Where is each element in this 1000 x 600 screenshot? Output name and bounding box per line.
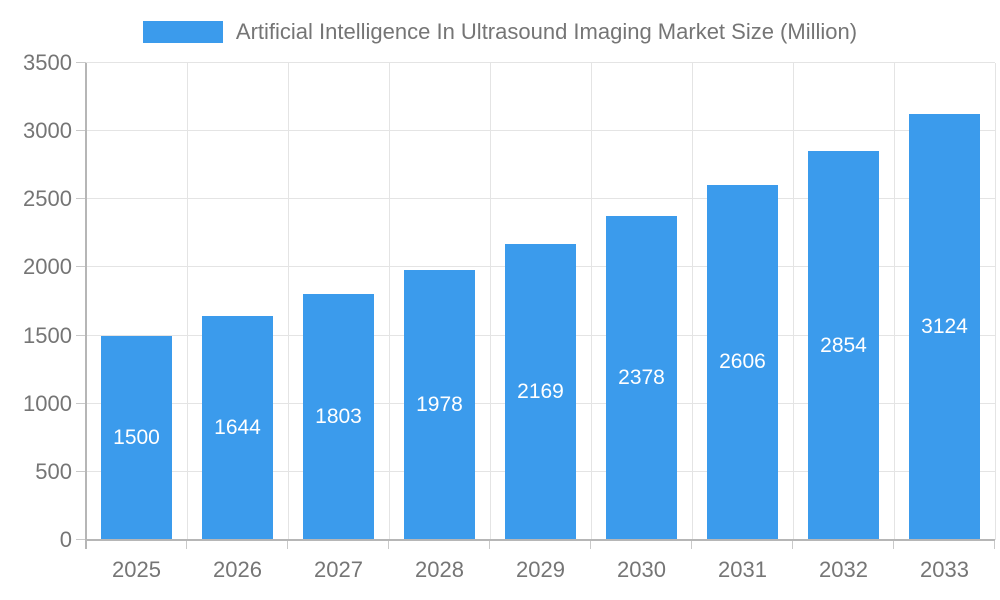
y-axis-tick: [76, 470, 86, 472]
vertical-gridline: [691, 63, 693, 540]
x-axis-tick: [488, 540, 490, 549]
y-axis-label: 1500: [23, 322, 72, 348]
legend: Artificial Intelligence In Ultrasound Im…: [0, 18, 1000, 46]
x-axis-label: 2033: [920, 557, 969, 582]
bar-slot: 1644: [187, 63, 288, 540]
x-axis-label: 2027: [314, 557, 363, 582]
vertical-gridline: [894, 63, 895, 540]
x-axis-tick: [792, 540, 793, 549]
horizontal-gridline: [86, 62, 995, 63]
plot-area: 0 500 1000 1500 2000 2500 3000 3500 1500 2025 1644…: [23, 50, 996, 582]
y-axis-tick: [76, 402, 86, 404]
y-axis-label: 2000: [23, 254, 72, 280]
y-axis-label: 500: [35, 458, 72, 484]
bar-slot: 1500: [86, 63, 187, 540]
bar-2027[interactable]: 1803: [303, 294, 374, 540]
x-axis-tick: [590, 540, 591, 549]
bar-slot: 2606: [692, 63, 793, 540]
y-axis-line: [85, 63, 87, 549]
y-axis-tick: [76, 198, 86, 200]
horizontal-gridline: [86, 198, 995, 200]
bar-value-label: 1803: [315, 405, 362, 429]
vertical-gridline: [490, 63, 491, 540]
bar-slot: 2378: [591, 63, 692, 540]
y-axis-tick: [76, 62, 86, 63]
bar-2026[interactable]: 1644: [202, 315, 273, 540]
bar-2025[interactable]: 1500: [101, 335, 172, 540]
bar-2032[interactable]: 2854: [808, 151, 879, 540]
y-axis-label: 3500: [23, 50, 72, 75]
vertical-gridline: [388, 63, 390, 540]
x-axis-tick: [892, 540, 894, 549]
x-axis-label: 2032: [819, 557, 868, 582]
bar-2029[interactable]: 2169: [505, 244, 576, 540]
vertical-gridline: [288, 63, 289, 540]
bar-value-label: 3124: [921, 315, 968, 339]
bar-slot: 2169: [490, 63, 591, 540]
vertical-gridline: [995, 63, 996, 540]
bar-2031[interactable]: 2606: [707, 184, 778, 540]
y-axis-tick: [76, 539, 86, 540]
y-axis-tick: [76, 266, 86, 268]
y-axis-label: 0: [59, 527, 72, 552]
vertical-gridline: [187, 63, 188, 540]
x-axis-label: 2031: [718, 557, 767, 582]
x-axis-label: 2025: [112, 557, 161, 582]
vertical-gridline: [793, 63, 794, 540]
x-axis-tick: [690, 540, 692, 549]
bar-value-label: 2169: [517, 380, 564, 404]
bar-value-label: 2606: [719, 350, 766, 374]
x-axis-label: 2026: [213, 557, 262, 582]
legend-swatch: [142, 21, 223, 43]
y-axis-tick: [76, 130, 86, 132]
x-axis-label: 2029: [516, 557, 565, 582]
y-axis-label: 1000: [23, 390, 72, 416]
x-axis-tick: [387, 540, 389, 549]
y-axis-tick: [76, 334, 86, 336]
x-axis-tick: [185, 540, 187, 549]
bar-value-label: 1500: [113, 425, 160, 449]
bar-value-label: 2378: [618, 365, 665, 389]
bar-slot: 2854: [793, 63, 894, 540]
bar-value-label: 2854: [820, 333, 867, 357]
x-axis-label: 2030: [617, 557, 666, 582]
bar-2033[interactable]: 3124: [909, 114, 980, 540]
x-axis-label: 2028: [415, 557, 464, 582]
x-axis-line: [86, 539, 995, 541]
bar-2028[interactable]: 1978: [404, 270, 475, 540]
y-axis-label: 2500: [23, 186, 72, 212]
legend-label: Artificial Intelligence In Ultrasound Im…: [235, 19, 858, 44]
bar-slot: 3124: [894, 63, 995, 540]
horizontal-gridline: [86, 130, 995, 132]
bar-value-label: 1978: [416, 393, 463, 417]
bar-2030[interactable]: 2378: [606, 215, 677, 540]
vertical-gridline: [591, 63, 592, 540]
bar-value-label: 1644: [214, 415, 261, 439]
x-axis-tick: [994, 540, 995, 549]
y-axis-label: 3000: [23, 118, 72, 144]
bar-slot: 1803: [288, 63, 389, 540]
x-axis-tick: [286, 540, 288, 549]
bar-slot: 1978: [389, 63, 490, 540]
